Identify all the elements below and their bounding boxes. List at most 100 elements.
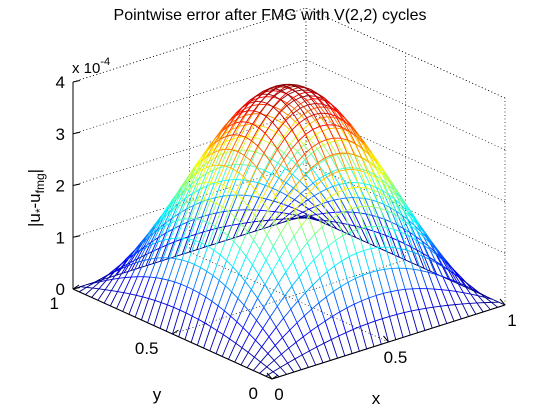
mesh-x-7-20 (192, 183, 199, 188)
mesh-y-28-28 (301, 203, 310, 210)
mesh-y-5-8 (298, 267, 307, 278)
mesh-x-4-1 (288, 347, 296, 360)
mesh-x-6-21 (178, 202, 186, 207)
mesh-x-19-10 (341, 127, 349, 141)
mesh-y-11-7 (254, 199, 263, 216)
mesh-y-2-13 (354, 300, 362, 305)
mesh-x-31-18 (379, 232, 386, 236)
mesh-y-7-15 (337, 188, 346, 193)
mesh-y-24-14 (224, 128, 233, 135)
mesh-y-3-6 (296, 315, 305, 324)
mesh-x-11-0 (345, 332, 353, 354)
mesh-x-27-4 (437, 255, 445, 268)
mesh-y-18-1 (166, 281, 176, 305)
mesh-x-19-3 (385, 246, 393, 269)
mesh-x-8-12 (249, 182, 256, 191)
mesh-x-30-1 (477, 295, 485, 303)
mesh-x-22-8 (375, 168, 383, 183)
mesh-y-1-23 (433, 305, 441, 308)
mesh-y-14-3 (206, 250, 215, 272)
mesh-x-21-2 (405, 268, 413, 289)
y-tick-label: 1 (50, 294, 59, 313)
mesh-x-13-2 (347, 282, 355, 305)
mesh-x-10-31 (145, 251, 153, 267)
mesh-y-19-23 (320, 117, 329, 130)
mesh-y-4-25 (428, 258, 437, 264)
mesh-x-31-0 (491, 302, 498, 308)
mesh-y-23-5 (164, 210, 174, 226)
mesh-x-20-2 (398, 268, 406, 290)
mesh-x-31-22 (354, 225, 362, 228)
mesh-y-26-16 (226, 150, 235, 153)
mesh-x-19-26 (242, 150, 250, 165)
z-label-sub2: fmg (33, 173, 47, 193)
mesh-y-17-22 (326, 107, 335, 118)
mesh-x-25-5 (416, 230, 424, 245)
mesh-x-3-5 (256, 320, 264, 329)
mesh-x-26-6 (417, 224, 425, 238)
mesh-y-19-17 (277, 86, 285, 88)
mesh-y-22-19 (273, 106, 282, 111)
mesh-y-21-24 (315, 133, 324, 146)
mesh-y-6-7 (285, 261, 294, 273)
mesh-y-8-11 (301, 191, 310, 201)
mesh-x-1-2 (260, 361, 268, 368)
mesh-y-17-26 (355, 154, 364, 170)
mesh-y-2-0 (259, 366, 268, 374)
mesh-y-29-15 (200, 199, 209, 203)
mesh-x-16-3 (363, 250, 371, 273)
mesh-y-12-1 (204, 301, 213, 324)
mesh-y-20-6 (190, 183, 200, 202)
mesh-x-26-22 (318, 159, 325, 165)
mesh-y-18-30 (378, 217, 387, 236)
mesh-y-2-8 (317, 320, 326, 327)
mesh-y-14-17 (308, 95, 317, 97)
z-label-end: | (25, 169, 44, 173)
mesh-y-31-16 (195, 231, 204, 235)
mesh-y-31-23 (246, 221, 255, 224)
mesh-y-23-19 (267, 114, 275, 119)
mesh-y-1-16 (382, 315, 390, 320)
y-axis-label: y (153, 385, 162, 404)
mesh-x-19-19 (285, 89, 293, 94)
mesh-x-19-31 (210, 228, 218, 246)
mesh-x-17-10 (326, 124, 334, 139)
x-tick-mark-1 (383, 335, 389, 343)
mesh-x-16-9 (325, 139, 333, 155)
mesh-x-20-26 (249, 151, 257, 166)
mesh-x-1-29 (92, 287, 99, 290)
mesh-x-1-14 (185, 312, 193, 317)
mesh-y-28-13 (192, 188, 201, 194)
mesh-y-4-9 (312, 277, 321, 286)
mesh-y-13-16 (307, 103, 316, 106)
mesh-x-4-2 (282, 337, 290, 349)
mesh-y-26-23 (277, 162, 286, 169)
mesh-x-14-18 (255, 93, 263, 97)
mesh-x-16-11 (313, 114, 321, 127)
mesh-x-22-23 (282, 128, 290, 138)
mesh-y-24-1 (129, 276, 138, 295)
mesh-y-29-26 (280, 203, 289, 207)
mesh-y-6-11 (314, 226, 323, 235)
mesh-y-29-1 (98, 280, 107, 290)
mesh-x-13-26 (198, 164, 206, 179)
mesh-x-24-27 (272, 177, 280, 189)
mesh-y-6-20 (380, 207, 388, 212)
mesh-y-4-16 (363, 248, 372, 251)
mesh-y-27-25 (285, 182, 294, 189)
mesh-x-32-18 (386, 251, 394, 255)
mesh-y-3-11 (333, 286, 341, 292)
mesh-y-20-3 (169, 237, 178, 259)
mesh-y-19-1 (160, 280, 169, 303)
mesh-y-9-9 (281, 195, 290, 209)
mesh-x-3-11 (218, 280, 226, 287)
mesh-y-8-4 (250, 274, 260, 290)
mesh-x-21-11 (349, 125, 357, 137)
mesh-y-22-25 (316, 148, 325, 161)
mesh-x-31-28 (317, 219, 324, 221)
mesh-x-1-1 (266, 366, 274, 373)
mesh-y-23-8 (186, 168, 195, 182)
mesh-y-15-4 (207, 225, 216, 247)
mesh-y-17-5 (202, 201, 211, 221)
